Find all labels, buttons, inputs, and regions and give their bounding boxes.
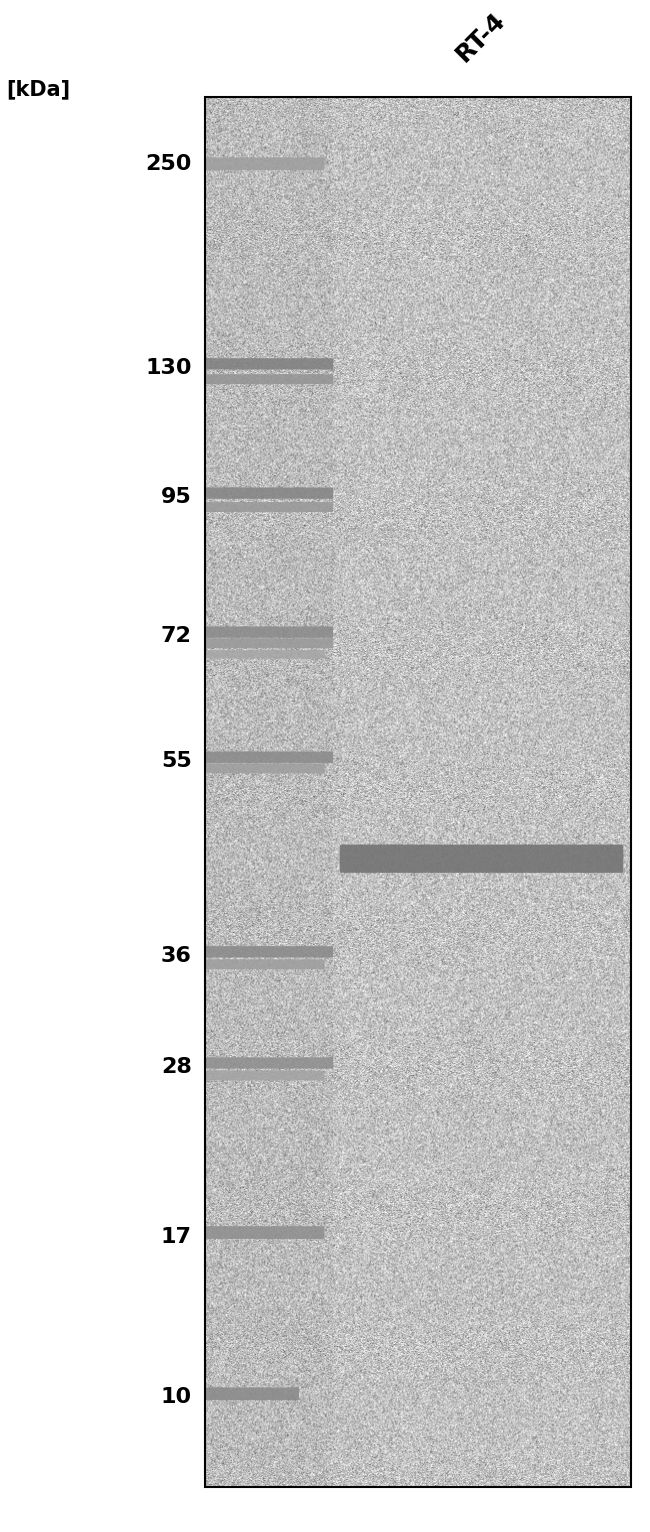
Bar (205, 97, 630, 1488)
FancyBboxPatch shape (204, 374, 333, 385)
FancyBboxPatch shape (204, 502, 333, 512)
FancyBboxPatch shape (204, 763, 324, 774)
FancyBboxPatch shape (204, 1226, 324, 1239)
Text: 28: 28 (161, 1057, 192, 1077)
Text: 36: 36 (161, 945, 192, 967)
Text: [kDa]: [kDa] (6, 80, 71, 100)
FancyBboxPatch shape (340, 844, 623, 873)
FancyBboxPatch shape (204, 947, 333, 958)
Text: RT-4: RT-4 (452, 8, 511, 67)
Text: 250: 250 (146, 153, 192, 173)
Text: 130: 130 (145, 358, 192, 378)
FancyBboxPatch shape (204, 1057, 333, 1069)
Text: 10: 10 (161, 1386, 192, 1406)
Text: 95: 95 (161, 487, 192, 507)
Text: 17: 17 (161, 1227, 192, 1247)
FancyBboxPatch shape (204, 959, 324, 970)
FancyBboxPatch shape (204, 487, 333, 499)
FancyBboxPatch shape (204, 752, 333, 763)
FancyBboxPatch shape (204, 627, 333, 637)
FancyBboxPatch shape (204, 358, 333, 369)
FancyBboxPatch shape (204, 158, 324, 170)
Text: 55: 55 (161, 751, 192, 772)
Text: 72: 72 (161, 627, 192, 647)
FancyBboxPatch shape (204, 639, 333, 648)
FancyBboxPatch shape (204, 1388, 299, 1400)
FancyBboxPatch shape (204, 1071, 324, 1080)
FancyBboxPatch shape (204, 650, 324, 659)
